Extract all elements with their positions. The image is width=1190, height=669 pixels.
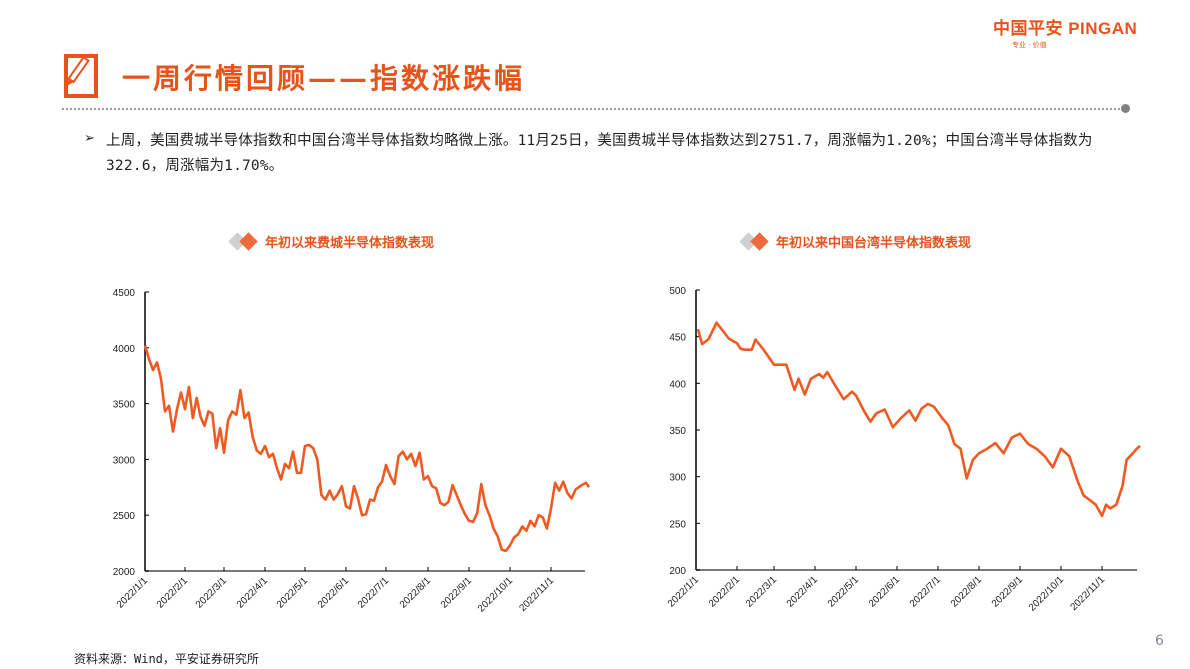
y-tick-label: 350 [669, 426, 686, 437]
page-title: 一周行情回顾——指数涨跌幅 [122, 62, 526, 95]
chart-title-taiwan: 年初以来中国台湾半导体指数表现 [739, 232, 972, 251]
x-tick-label: 2022/1/1 [666, 574, 702, 610]
x-tick-label: 2022/5/1 [826, 574, 862, 610]
pingan-logo: 中国平安 PINGAN 专业 · 价值 [993, 14, 1163, 50]
y-tick-label: 250 [669, 519, 686, 530]
x-tick-label: 2022/6/1 [867, 574, 903, 610]
y-tick-label: 500 [669, 286, 686, 297]
y-tick-label: 3500 [113, 400, 136, 411]
x-tick-label: 2022/11/1 [1068, 574, 1107, 613]
x-tick-label: 2022/3/1 [744, 574, 780, 610]
y-tick-label: 2500 [113, 511, 136, 522]
x-tick-label: 2022/10/1 [1027, 574, 1067, 614]
source-note: 资料来源：Wind，平安证券研究所 [74, 652, 259, 666]
x-tick-label: 2022/2/1 [707, 574, 743, 610]
pencil-edit-icon [64, 54, 98, 98]
index-line [696, 321, 1141, 518]
logo-text: 中国平安 PINGAN [993, 19, 1138, 38]
x-tick-label: 2022/4/1 [785, 574, 821, 610]
chart-title-text: 年初以来费城半导体指数表现 [265, 236, 435, 251]
index-line [143, 345, 591, 553]
y-tick-label: 2000 [113, 567, 136, 578]
arrow-bullet-icon: ➢ [84, 131, 95, 146]
summary-text: 上周，美国费城半导体指数和中国台湾半导体指数均略微上涨。11月25日，美国费城半… [106, 133, 1093, 174]
x-tick-label: 2022/7/1 [908, 574, 944, 610]
y-tick-label: 450 [669, 333, 686, 344]
x-tick-label: 2022/8/1 [949, 574, 985, 610]
y-tick-label: 4000 [113, 344, 136, 355]
chart-title-sox: 年初以来费城半导体指数表现 [228, 232, 435, 251]
title-divider [62, 108, 1124, 110]
page-number: 6 [1155, 633, 1164, 649]
y-tick-label: 300 [669, 473, 686, 484]
chart-title-text: 年初以来中国台湾半导体指数表现 [776, 236, 972, 251]
x-tick-label: 2022/9/1 [990, 574, 1026, 610]
logo-slogan: 专业 · 价值 [1012, 41, 1047, 49]
divider-end-dot [1121, 104, 1130, 113]
y-tick-label: 4500 [113, 288, 136, 299]
y-tick-label: 3000 [113, 455, 136, 466]
y-tick-label: 200 [669, 566, 686, 577]
y-tick-label: 400 [669, 379, 686, 390]
